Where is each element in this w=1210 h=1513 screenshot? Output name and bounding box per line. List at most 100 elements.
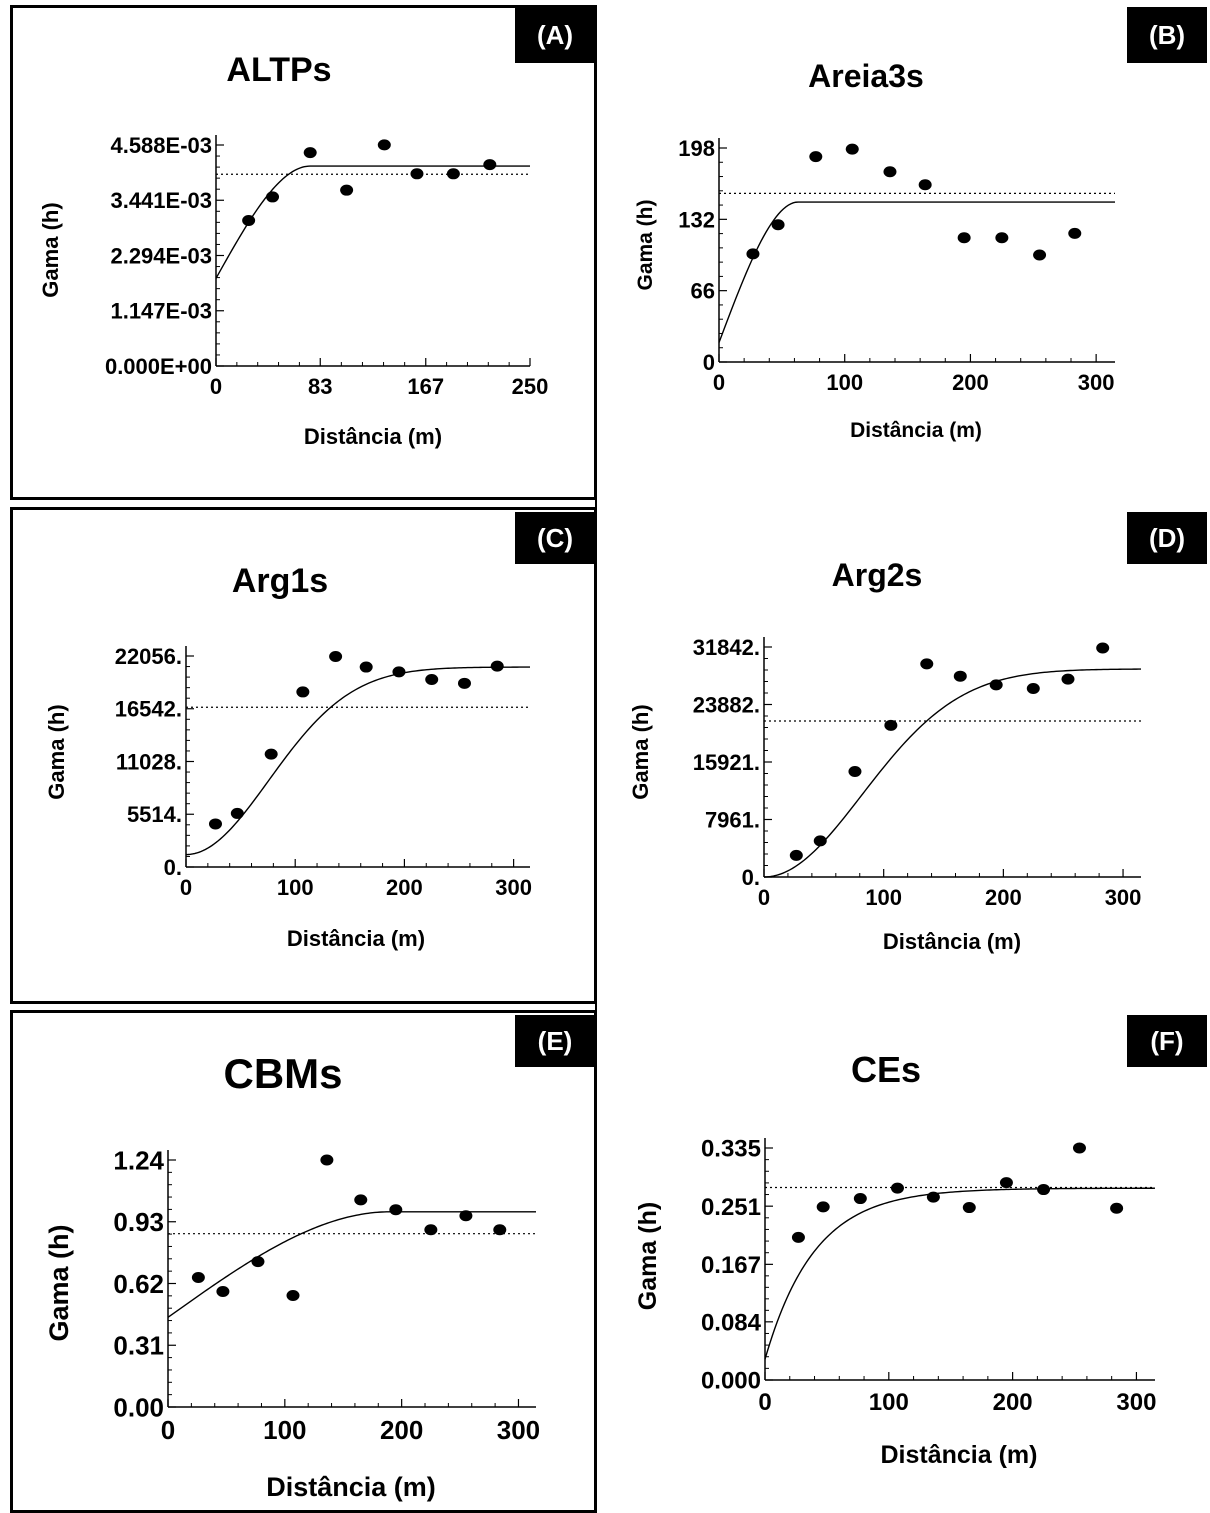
variogram-panel: (E) CBMs 0 100 200 300 0.00 0.31 0.62 0.93 1.24 Dis…: [44, 1015, 595, 1502]
x-tick-label: 0: [210, 374, 222, 399]
chart-title: CEs: [851, 1049, 921, 1090]
x-tick-label: 100: [263, 1415, 306, 1445]
data-point: [816, 1201, 830, 1213]
data-point: [457, 677, 471, 689]
data-point: [389, 1204, 403, 1216]
data-point: [1068, 227, 1082, 239]
x-axis-label: Distância (m): [883, 929, 1021, 954]
data-point: [329, 651, 343, 663]
panel-label-box: [515, 7, 595, 63]
data-point: [490, 660, 504, 672]
y-tick-label: 0.62: [113, 1269, 164, 1299]
data-point: [1072, 1142, 1086, 1154]
x-axis-label: Distância (m): [266, 1472, 436, 1502]
x-tick-label: 0: [758, 1389, 771, 1416]
y-tick-label: 1.147E-03: [110, 299, 212, 324]
data-point: [813, 835, 827, 847]
x-tick-label: 200: [985, 885, 1022, 910]
y-tick-label: 0.251: [701, 1194, 761, 1221]
x-tick-label: 0: [713, 370, 725, 395]
y-tick-label: 0.084: [701, 1309, 762, 1336]
x-axis-label: Distância (m): [304, 424, 442, 449]
data-point: [264, 748, 278, 760]
variogram-panel: (F) CEs 0 100 200 300 0.000 0.084 0.167 0.251 0.33…: [634, 1015, 1207, 1469]
data-point: [493, 1224, 507, 1236]
x-tick-label: 0: [180, 875, 192, 900]
x-tick-label: 300: [1105, 885, 1142, 910]
y-tick-label: 0.: [742, 865, 760, 890]
data-point: [920, 658, 934, 670]
model-curve: [763, 668, 1142, 878]
y-axis-label: Gama (h): [634, 199, 657, 290]
panel-label: (B): [1149, 20, 1185, 50]
x-tick-label: 83: [308, 374, 332, 399]
data-point: [266, 191, 280, 203]
data-point: [1037, 1184, 1051, 1196]
y-axis-label: Gama (h): [38, 202, 63, 297]
variogram-panel: (A) ALTPs 0 83 167 250 0.000E+00 1.147E-03 2.294…: [38, 7, 595, 449]
x-tick-label: 300: [1078, 370, 1115, 395]
chart-title: Arg1s: [232, 562, 328, 600]
data-point: [1033, 249, 1047, 261]
data-point: [459, 1210, 473, 1222]
model-curve: [185, 666, 530, 856]
data-point: [377, 139, 391, 151]
x-tick-label: 167: [407, 374, 444, 399]
y-tick-label: 23882.: [693, 692, 760, 717]
data-point: [789, 849, 803, 861]
y-tick-label: 3.441E-03: [110, 188, 212, 213]
data-point: [296, 686, 310, 698]
data-point: [410, 168, 424, 180]
y-tick-label: 5514.: [127, 802, 182, 827]
panel-label: (E): [538, 1026, 573, 1056]
x-tick-label: 300: [495, 875, 532, 900]
data-point: [286, 1289, 300, 1301]
y-tick-label: 66: [691, 279, 715, 304]
model-curve: [167, 1211, 536, 1318]
data-point: [320, 1154, 334, 1166]
y-tick-label: 1.24: [113, 1145, 164, 1175]
data-point: [791, 1231, 805, 1243]
data-point: [890, 1182, 904, 1194]
panel-label-box: [515, 1015, 595, 1067]
data-point: [883, 166, 897, 178]
y-tick-label: 0: [703, 350, 715, 375]
y-axis-label: Gama (h): [628, 704, 653, 799]
y-tick-label: 31842.: [693, 635, 760, 660]
data-point: [424, 1224, 438, 1236]
y-tick-label: 4.588E-03: [110, 133, 212, 158]
data-point: [359, 661, 373, 673]
data-point: [809, 151, 823, 163]
x-tick-label: 300: [1116, 1389, 1156, 1416]
data-point: [1096, 642, 1110, 654]
x-axis-label: Distância (m): [850, 419, 982, 442]
y-tick-label: 132: [678, 207, 715, 232]
y-tick-label: 2.294E-03: [110, 243, 212, 268]
x-tick-label: 100: [869, 1389, 909, 1416]
data-point: [242, 215, 256, 227]
y-tick-label: 198: [678, 136, 715, 161]
data-point: [208, 818, 222, 830]
panel-label: (F): [1150, 1026, 1183, 1056]
y-tick-label: 15921.: [693, 750, 760, 775]
data-point: [425, 673, 439, 685]
data-point: [771, 219, 785, 231]
chart-title: CBMs: [223, 1050, 342, 1097]
panel-label: (D): [1149, 523, 1185, 553]
x-tick-label: 200: [952, 370, 989, 395]
x-axis-label: Distância (m): [881, 1441, 1038, 1469]
data-point: [230, 807, 244, 819]
data-point: [918, 179, 932, 191]
y-axis-label: Gama (h): [44, 1224, 74, 1341]
x-tick-label: 0: [161, 1415, 175, 1445]
panel-label: (C): [537, 523, 573, 553]
data-point: [962, 1202, 976, 1214]
panel-label-box: [1127, 512, 1207, 564]
panel-label: (A): [537, 20, 573, 50]
data-point: [392, 666, 406, 678]
data-point: [845, 143, 859, 155]
data-point: [1061, 673, 1075, 685]
data-point: [303, 147, 317, 159]
panel-label-box: [1127, 1015, 1207, 1067]
